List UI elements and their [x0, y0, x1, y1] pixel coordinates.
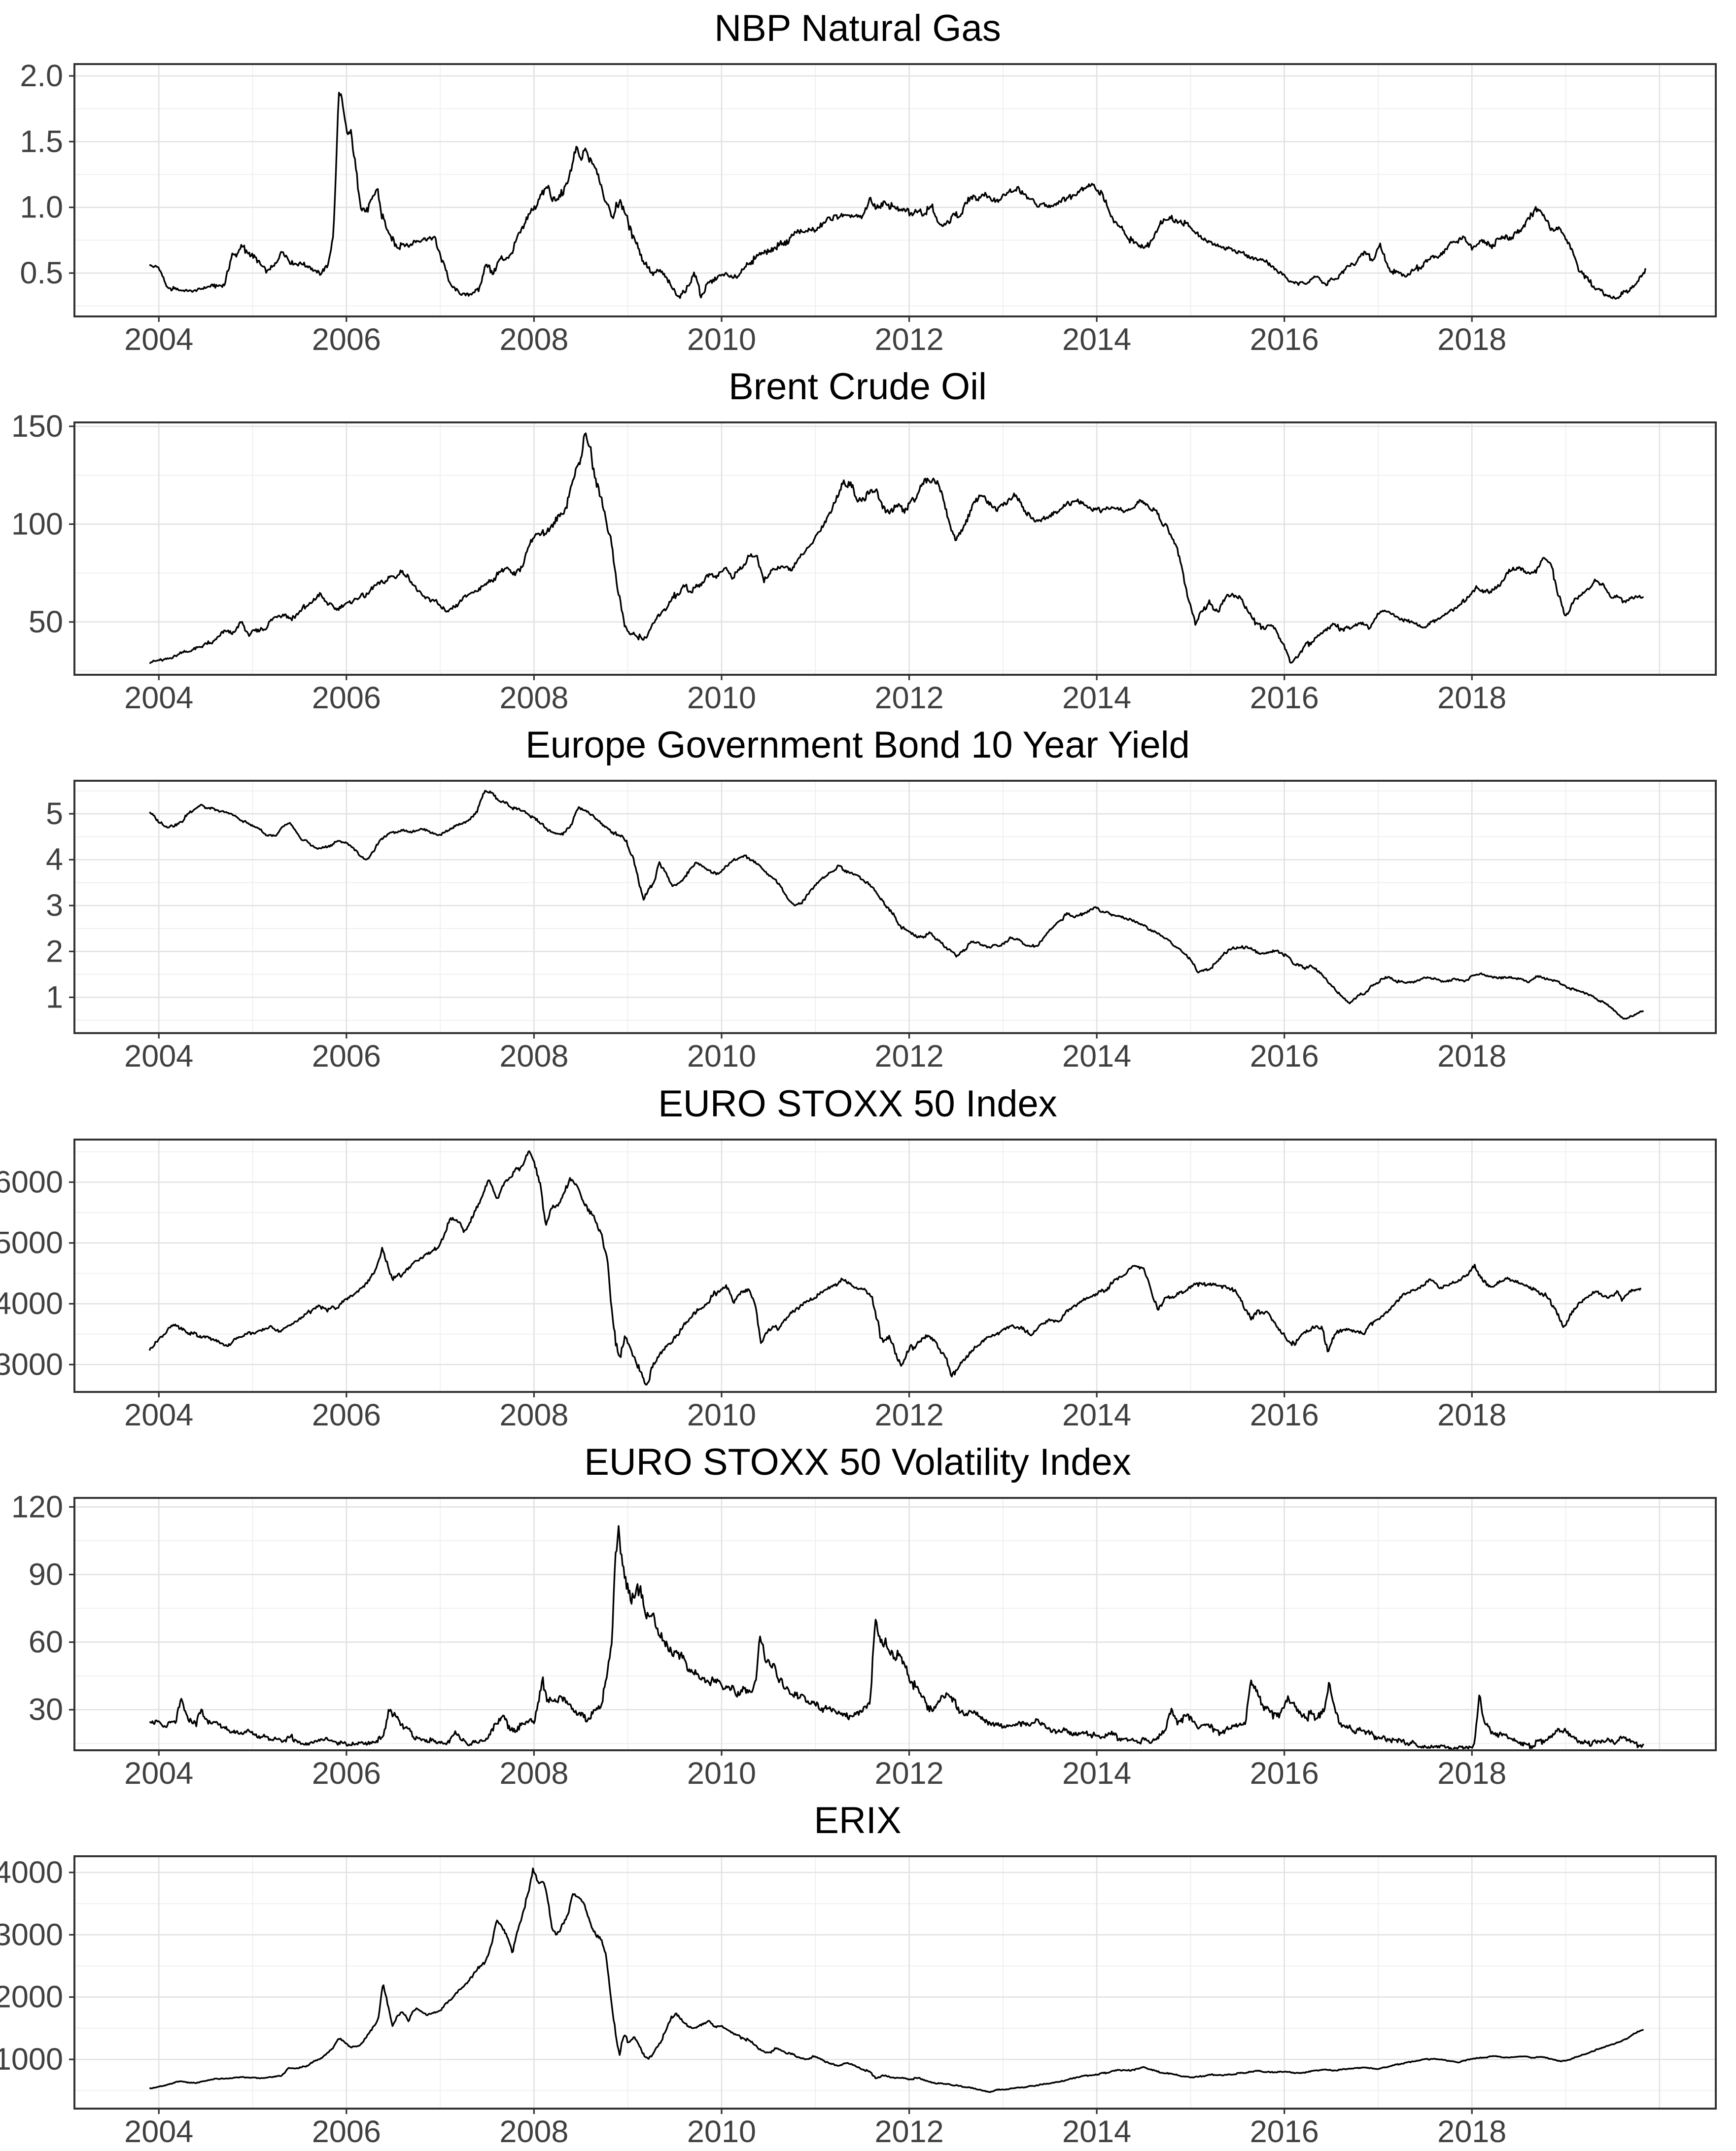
svg-text:2008: 2008: [499, 1039, 568, 1074]
svg-text:2018: 2018: [1437, 2115, 1506, 2149]
svg-text:2016: 2016: [1250, 1756, 1319, 1791]
svg-text:2018: 2018: [1437, 1756, 1506, 1791]
svg-text:2012: 2012: [874, 681, 943, 715]
svg-text:120: 120: [11, 1490, 63, 1524]
svg-text:2010: 2010: [687, 2115, 756, 2149]
svg-text:2014: 2014: [1062, 681, 1131, 715]
svg-text:2016: 2016: [1250, 1398, 1319, 1432]
svg-text:2012: 2012: [874, 2115, 943, 2149]
svg-text:1: 1: [46, 980, 63, 1014]
svg-text:1000: 1000: [0, 2042, 63, 2077]
chart-title: ERIX: [814, 1800, 902, 1841]
svg-text:2008: 2008: [499, 681, 568, 715]
svg-text:2006: 2006: [312, 1398, 381, 1432]
svg-text:150: 150: [11, 409, 63, 444]
svg-text:2018: 2018: [1437, 1398, 1506, 1432]
svg-text:2006: 2006: [312, 322, 381, 357]
svg-text:2006: 2006: [312, 681, 381, 715]
svg-text:2004: 2004: [124, 2115, 193, 2149]
chart-title: Brent Crude Oil: [729, 366, 987, 408]
svg-text:2004: 2004: [124, 1756, 193, 1791]
svg-text:2006: 2006: [312, 2115, 381, 2149]
svg-text:2010: 2010: [687, 1756, 756, 1791]
svg-text:5: 5: [46, 797, 63, 831]
svg-text:4000: 4000: [0, 1286, 63, 1321]
svg-text:2.0: 2.0: [20, 59, 63, 93]
svg-text:2008: 2008: [499, 1756, 568, 1791]
svg-text:2014: 2014: [1062, 1039, 1131, 1074]
svg-text:60: 60: [29, 1625, 63, 1660]
svg-text:50: 50: [29, 605, 63, 639]
svg-text:2004: 2004: [124, 1039, 193, 1074]
svg-text:2014: 2014: [1062, 1398, 1131, 1432]
svg-text:2018: 2018: [1437, 1039, 1506, 1074]
svg-text:2016: 2016: [1250, 2115, 1319, 2149]
svg-text:2014: 2014: [1062, 2115, 1131, 2149]
svg-text:2008: 2008: [499, 2115, 568, 2149]
chart-title: NBP Natural Gas: [714, 7, 1001, 49]
chart-canvas: 2004 2006 2008 2010 2012 2014 2016 2018 1000 2000…: [0, 1855, 1717, 2149]
svg-text:6000: 6000: [0, 1165, 63, 1199]
svg-text:2018: 2018: [1437, 322, 1506, 357]
svg-text:2014: 2014: [1062, 1756, 1131, 1791]
svg-text:2008: 2008: [499, 1398, 568, 1432]
svg-text:4: 4: [46, 842, 63, 877]
chart-title: EURO STOXX 50 Index: [658, 1083, 1057, 1125]
svg-text:0.5: 0.5: [20, 256, 63, 290]
svg-text:2006: 2006: [312, 1039, 381, 1074]
chart-panel-nbp-natural-gas: NBP Natural Gas 2004 2006 2008 2010 2012 2014…: [0, 0, 1736, 359]
svg-text:2004: 2004: [124, 1398, 193, 1432]
chart-canvas: 2004 2006 2008 2010 2012 2014 2016 2018 0.5 1.0 1.…: [20, 59, 1717, 357]
svg-text:2016: 2016: [1250, 322, 1319, 357]
svg-text:2004: 2004: [124, 322, 193, 357]
svg-text:3: 3: [46, 888, 63, 923]
svg-text:30: 30: [29, 1693, 63, 1727]
svg-text:100: 100: [11, 507, 63, 541]
svg-text:2012: 2012: [874, 322, 943, 357]
chart-panel-bond-yield: Europe Government Bond 10 Year Yield 200…: [0, 717, 1736, 1076]
svg-text:2010: 2010: [687, 322, 756, 357]
svg-text:2016: 2016: [1250, 1039, 1319, 1074]
chart-title: EURO STOXX 50 Volatility Index: [584, 1441, 1131, 1483]
svg-text:2012: 2012: [874, 1398, 943, 1432]
svg-text:1.0: 1.0: [20, 190, 63, 225]
svg-text:2010: 2010: [687, 1039, 756, 1074]
svg-text:5000: 5000: [0, 1226, 63, 1260]
chart-panel-vstoxx: EURO STOXX 50 Volatility Index 2004 2006 2…: [0, 1434, 1736, 1793]
svg-text:2008: 2008: [499, 322, 568, 357]
svg-text:3000: 3000: [0, 1347, 63, 1382]
chart-panel-erix: ERIX 2004 2006 2008 2010 2012 2014 2016 2018 100…: [0, 1792, 1736, 2151]
svg-text:2018: 2018: [1437, 681, 1506, 715]
svg-text:4000: 4000: [0, 1855, 63, 1890]
svg-text:2012: 2012: [874, 1756, 943, 1791]
chart-panel-brent-crude-oil: Brent Crude Oil 2004 2006 2008 2010 2012 2014…: [0, 358, 1736, 717]
svg-text:2004: 2004: [124, 681, 193, 715]
svg-text:2016: 2016: [1250, 681, 1319, 715]
chart-canvas: 2004 2006 2008 2010 2012 2014 2016 2018 3000 4000…: [0, 1139, 1717, 1432]
svg-text:2006: 2006: [312, 1756, 381, 1791]
svg-text:2014: 2014: [1062, 322, 1131, 357]
svg-text:2000: 2000: [0, 1980, 63, 2014]
svg-text:2: 2: [46, 934, 63, 969]
svg-text:3000: 3000: [0, 1917, 63, 1952]
chart-canvas: 2004 2006 2008 2010 2012 2014 2016 2018 1 2 3 4 5: [46, 780, 1717, 1074]
chart-title: Europe Government Bond 10 Year Yield: [525, 724, 1190, 766]
chart-panel-euro-stoxx-50: EURO STOXX 50 Index 2004 2006 2008 2010 2012…: [0, 1076, 1736, 1434]
chart-canvas: 2004 2006 2008 2010 2012 2014 2016 2018 30 60 90 12…: [11, 1490, 1717, 1791]
chart-canvas: 2004 2006 2008 2010 2012 2014 2016 2018 50 100 150: [11, 409, 1717, 715]
svg-text:2010: 2010: [687, 1398, 756, 1432]
svg-text:2010: 2010: [687, 681, 756, 715]
svg-text:90: 90: [29, 1557, 63, 1592]
svg-text:1.5: 1.5: [20, 124, 63, 159]
svg-text:2012: 2012: [874, 1039, 943, 1074]
